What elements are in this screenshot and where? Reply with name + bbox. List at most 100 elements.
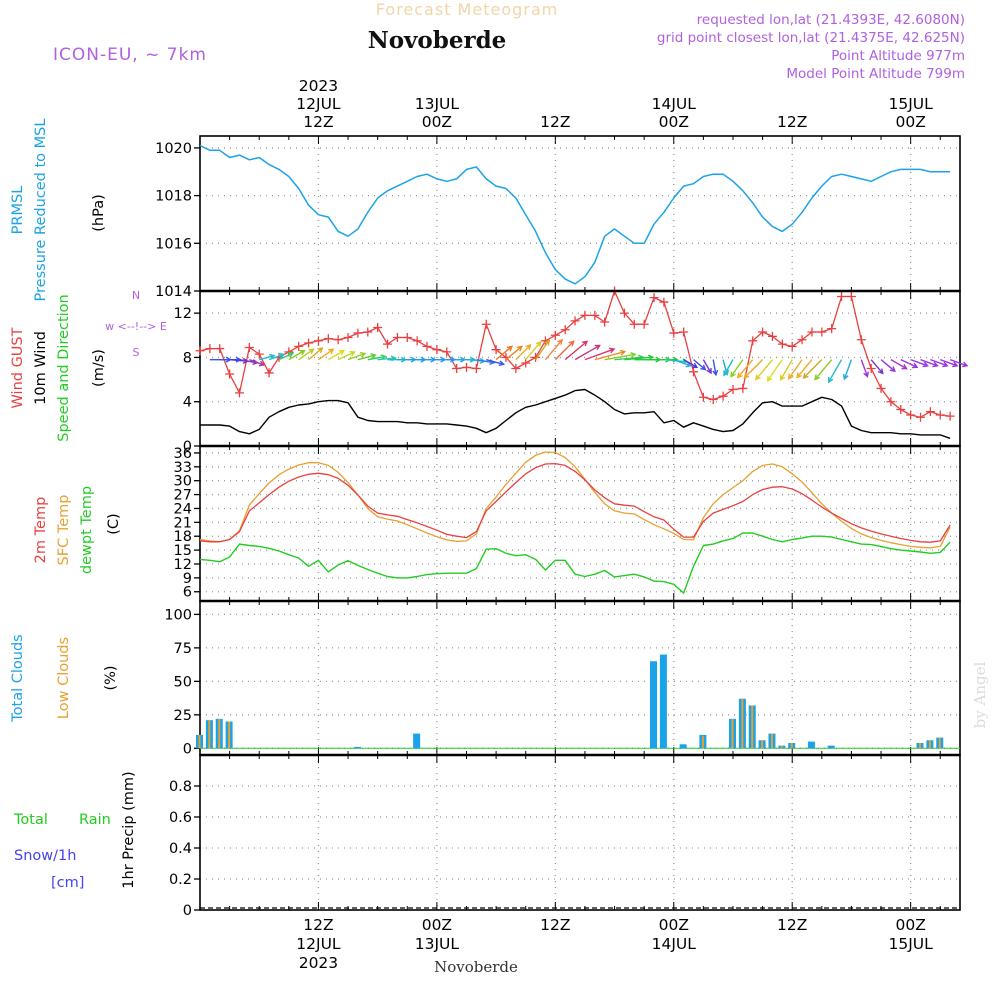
y-tick-label: 75 <box>174 641 192 657</box>
gust-marker <box>521 358 531 368</box>
wind-arrow <box>814 359 833 381</box>
top-time-label: 12Z <box>303 113 333 131</box>
bottom-time-label: 00Z <box>895 916 925 934</box>
low-cloud-bar <box>218 718 221 749</box>
wind-arrow <box>910 358 929 368</box>
gust-marker <box>363 327 373 337</box>
pressure-frame <box>199 135 961 292</box>
total-cloud-bar <box>807 741 815 749</box>
gust-marker <box>906 410 916 420</box>
wind-arrow <box>702 359 712 375</box>
bottom-time-label: 12Z <box>540 916 570 934</box>
gust-marker <box>945 411 955 421</box>
gust-marker <box>373 323 383 333</box>
wind-arrow <box>900 359 919 369</box>
wind-arrow <box>298 348 315 361</box>
wind-gust-label: Wind GUST <box>10 327 26 408</box>
gust-marker <box>639 319 649 329</box>
gust-marker <box>432 345 442 355</box>
wind-frame <box>199 290 961 447</box>
top-time-label: 00Z <box>659 113 689 131</box>
gust-marker <box>886 397 896 407</box>
gust-marker <box>797 335 807 345</box>
gust-marker <box>323 334 333 344</box>
gust-marker <box>758 327 768 337</box>
wind-arrow <box>604 351 637 361</box>
low-cloud-bar <box>938 737 941 749</box>
gust-line <box>199 290 951 418</box>
gust-marker <box>916 412 926 422</box>
bottom-time-label: 15JUL <box>889 935 934 953</box>
gust-marker <box>264 368 274 378</box>
gust-marker <box>708 395 718 404</box>
wind-arrow <box>515 344 532 361</box>
y-tick-label: 33 <box>174 460 192 476</box>
requested-coords: requested lon,lat (21.4393E, 42.6080N) <box>697 12 965 28</box>
total-cloud-bar <box>650 661 658 749</box>
wind-arrow <box>802 359 823 379</box>
y-tick-label: 12 <box>174 557 192 573</box>
y-tick-label: 100 <box>164 607 192 623</box>
wind-arrow <box>318 348 335 361</box>
gust-marker <box>925 407 935 417</box>
wind-arrow <box>930 358 949 368</box>
wind-arrow <box>584 347 616 361</box>
gust-marker <box>728 385 738 395</box>
gridpoint-coords: grid point closest lon,lat (21.4375E, 42… <box>657 30 965 46</box>
y-tick-label: 50 <box>174 674 192 690</box>
precip-total-label: Total <box>13 812 48 828</box>
temp-sfc-label: SFC Temp <box>56 495 72 566</box>
low-cloud-bar <box>198 734 201 749</box>
wind-legend-we: w <--!--> E <box>105 320 167 333</box>
low-cloud-bar <box>780 745 783 749</box>
wind-legend-n: N <box>132 289 140 302</box>
gust-marker <box>570 316 580 326</box>
wind-arrow <box>712 359 719 377</box>
wind-arrow <box>347 352 367 361</box>
gust-marker <box>392 333 402 342</box>
gust-marker <box>748 336 758 346</box>
y-tick-label: 1016 <box>155 236 192 252</box>
top-time-label: 00Z <box>422 113 452 131</box>
pressure-label-msl: Pressure Reduced to MSL <box>33 119 49 302</box>
2m-temp-line <box>199 462 951 543</box>
gust-marker <box>294 341 304 351</box>
gust-marker <box>807 327 817 337</box>
gust-marker <box>452 364 462 373</box>
wind-arrow <box>268 352 285 361</box>
low-clouds-label: Low Clouds <box>56 637 72 719</box>
y-tick-label: 24 <box>174 501 192 517</box>
wind-arrow <box>736 359 754 379</box>
gust-marker <box>837 292 847 302</box>
gust-marker <box>846 292 856 302</box>
gust-marker <box>313 336 323 346</box>
clouds-frame <box>199 600 961 756</box>
footer-location: Novoberde <box>434 958 518 976</box>
wind-dir-label: Speed and Direction <box>56 294 72 441</box>
temp-dewpt-label: dewpt Temp <box>79 486 95 574</box>
gust-marker <box>353 328 363 338</box>
y-tick-label: 12 <box>174 306 192 322</box>
total-cloud-bar <box>413 733 421 749</box>
wind-legend-s: S <box>133 346 140 359</box>
bottom-time-label: 00Z <box>422 916 452 934</box>
precip-unit: 1hr Precip (mm) <box>121 771 137 888</box>
model-altitude: Model Point Altitude 799m <box>786 66 965 82</box>
wind-arrow <box>779 359 793 381</box>
y-tick-label: 8 <box>183 350 192 366</box>
wind-arrow <box>949 358 969 368</box>
gust-marker <box>718 391 728 401</box>
y-tick-label: 25 <box>174 708 192 724</box>
y-tick-label: 36 <box>174 446 192 462</box>
gust-marker <box>442 347 452 357</box>
pressure-line <box>199 144 951 285</box>
wind-arrow <box>308 347 324 361</box>
y-tick-label: 30 <box>174 474 192 490</box>
top-time-label: 14JUL <box>652 95 697 113</box>
wind-arrow <box>693 359 707 371</box>
wind-arrow <box>880 359 896 373</box>
top-time-label: 2023 <box>299 77 338 95</box>
wind-arrow <box>940 358 959 368</box>
wind-arrow <box>544 338 563 361</box>
